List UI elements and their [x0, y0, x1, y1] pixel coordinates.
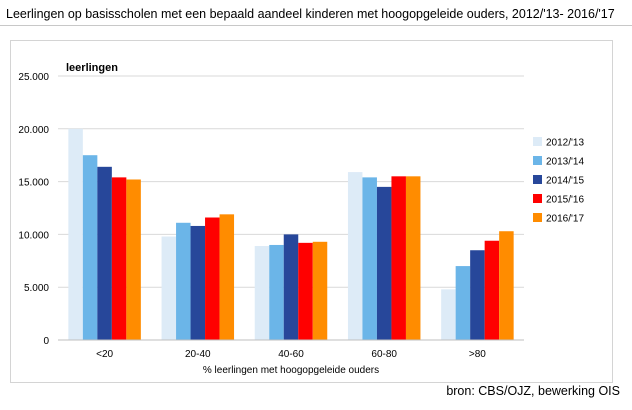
legend-swatch — [533, 194, 542, 203]
x-category-label: 20-40 — [185, 349, 211, 360]
bar-201516-2 — [298, 242, 313, 340]
legend-swatch — [533, 156, 542, 165]
bars — [68, 128, 514, 340]
bar-201213-2 — [254, 246, 270, 340]
legend-label: 2012/'13 — [546, 138, 584, 149]
bar-201213-1 — [161, 236, 177, 340]
y-tick-label: 10.000 — [18, 230, 49, 241]
bar-201617-3 — [405, 176, 421, 340]
legend-label: 2015/'16 — [546, 195, 584, 206]
bar-201314-4 — [455, 266, 471, 340]
legend-label: 2014/'15 — [546, 176, 584, 187]
x-category-label: >80 — [469, 349, 486, 360]
x-axis-title: % leerlingen met hoogopgeleide ouders — [203, 365, 379, 376]
bar-201213-4 — [441, 289, 456, 340]
bar-201516-3 — [391, 176, 406, 340]
x-category-label: 60-80 — [371, 349, 397, 360]
bar-201415-3 — [376, 186, 392, 340]
bar-201516-1 — [205, 217, 220, 340]
x-category-label: <20 — [96, 349, 113, 360]
bar-201516-4 — [484, 240, 500, 340]
y-tick-label: 15.000 — [18, 178, 49, 189]
legend-label: 2016/'17 — [546, 214, 584, 225]
legend: 2012/'13 2013/'14 2014/'15 2015/'16 2016/'17 — [533, 137, 584, 225]
bar-201314-2 — [269, 244, 284, 340]
chart-title: Leerlingen op basisscholen met een bepaa… — [6, 7, 615, 21]
bar-201415-1 — [190, 225, 206, 340]
bar-201617-4 — [499, 231, 514, 340]
legend-swatch — [533, 137, 542, 146]
legend-swatch — [533, 175, 542, 184]
y-axis-label: leerlingen — [66, 62, 118, 74]
y-tick-label: 20.000 — [18, 125, 49, 136]
legend-label: 2013/'14 — [546, 157, 584, 168]
chart-frame — [10, 40, 613, 383]
bar-201314-1 — [176, 222, 191, 340]
y-tick-label: 5.000 — [24, 283, 49, 294]
y-axis-ticks: 0 5.000 10.000 15.000 20.000 25.000 — [18, 72, 49, 347]
x-axis-categories: <20 20-40 40-60 60-80 >80 — [96, 349, 486, 360]
bar-201314-0 — [82, 155, 98, 340]
bar-201314-3 — [362, 177, 377, 340]
bar-201415-4 — [470, 250, 485, 340]
bar-201516-0 — [111, 177, 127, 340]
bar-201617-0 — [126, 179, 141, 340]
bar-201617-1 — [219, 214, 235, 340]
y-tick-label: 25.000 — [18, 72, 49, 83]
bar-201415-0 — [97, 166, 112, 340]
bar-201617-2 — [312, 241, 328, 340]
bar-201415-2 — [283, 234, 299, 340]
legend-swatch — [533, 213, 542, 222]
source-note: bron: CBS/OJZ, bewerking OIS — [446, 384, 620, 398]
x-category-label: 40-60 — [278, 349, 304, 360]
y-tick-label: 0 — [43, 336, 49, 347]
title-divider — [0, 25, 632, 26]
bar-201213-3 — [347, 172, 363, 340]
bar-201213-0 — [68, 128, 83, 340]
